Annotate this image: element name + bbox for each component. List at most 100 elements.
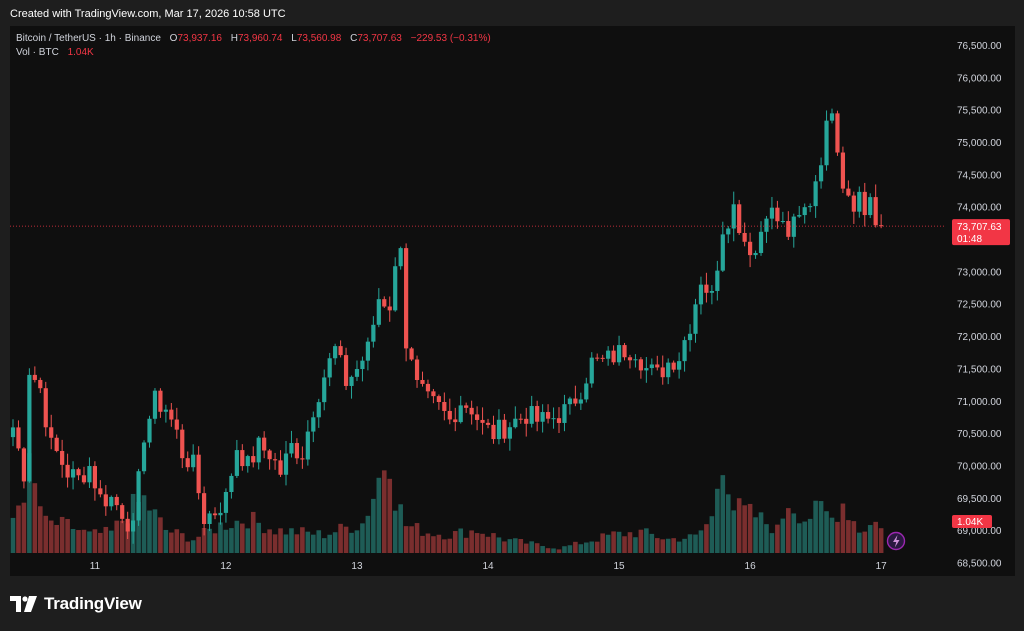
y-tick-label: 70,500.00 [957, 429, 1002, 440]
volume-bar [229, 528, 234, 553]
candle-body [573, 398, 578, 404]
candle-body [180, 429, 185, 459]
candle-body [240, 450, 245, 467]
legend-volume-label[interactable]: Vol · BTC [16, 47, 59, 58]
volume-bar [218, 522, 223, 553]
volume-bar [371, 498, 376, 553]
x-tick-label: 15 [613, 561, 625, 572]
volume-bar [38, 506, 43, 553]
candle-body [436, 396, 441, 403]
volume-bar [201, 527, 207, 553]
candle [163, 404, 168, 423]
candle [180, 424, 185, 469]
candle [338, 340, 343, 358]
candle-body [562, 404, 567, 423]
candle-body [360, 360, 365, 370]
candle [393, 257, 398, 312]
candle-body [677, 361, 682, 370]
candle [737, 199, 742, 235]
candle [464, 402, 469, 413]
candle [780, 211, 785, 224]
y-tick-label: 71,500.00 [957, 364, 1002, 375]
candle-body [87, 466, 92, 483]
candle [202, 486, 207, 536]
candle-body [223, 491, 229, 513]
volume-bar [70, 528, 76, 553]
candle-body [616, 345, 622, 363]
candle [518, 413, 523, 424]
candle-body [191, 454, 196, 468]
y-axis: 68,500.00 69,000.00 69,500.00 70,000.00 70,5… [957, 41, 1002, 570]
volume-bar [442, 539, 447, 553]
volume-bar [387, 478, 393, 553]
volume-bar [278, 528, 283, 553]
candle [731, 191, 736, 242]
candle-body [152, 390, 158, 419]
candle-body [147, 418, 152, 443]
volume-bar [452, 531, 458, 553]
volume-bar [240, 523, 245, 553]
candle-body [136, 471, 141, 521]
candle-body [316, 402, 321, 418]
candle-body [92, 466, 97, 489]
volume-bar [786, 508, 791, 553]
candle [365, 337, 370, 371]
volume-bar [76, 530, 81, 553]
candle [120, 503, 125, 524]
volume-bar [807, 518, 813, 553]
candle [70, 461, 76, 490]
volume-bar [250, 511, 256, 553]
chart-panel[interactable]: 68,500.00 69,000.00 69,500.00 70,000.00 70,5… [10, 26, 1015, 576]
candle-body [627, 357, 633, 361]
volume-bar [704, 524, 709, 553]
candle-body [409, 348, 414, 360]
candle-body [524, 418, 529, 424]
y-tick-label: 76,000.00 [957, 73, 1002, 84]
candle-body [212, 513, 218, 516]
volume-bar [709, 516, 715, 553]
volume-bar [867, 525, 873, 553]
candle-body [644, 368, 649, 371]
candle [567, 396, 573, 415]
candle-body [27, 374, 32, 482]
candle [38, 377, 43, 394]
candle [748, 232, 753, 268]
candle [502, 413, 507, 443]
candle-body [10, 427, 16, 438]
volume-bar [747, 503, 753, 553]
candle-body [333, 346, 338, 359]
candle [802, 203, 807, 224]
legend-volume-row: Vol · BTC 1.04K [16, 46, 491, 60]
volume-bar [376, 477, 382, 553]
candle-body [32, 374, 37, 380]
candle [354, 360, 360, 382]
volume-bar [873, 521, 878, 553]
volume-bar [589, 541, 595, 553]
volume-bar [693, 534, 698, 553]
volume-bar [196, 536, 201, 553]
y-tick-label: 71,000.00 [957, 397, 1002, 408]
price-tag-countdown: 01:48 [957, 234, 982, 245]
tradingview-brand[interactable]: TradingView [10, 593, 142, 615]
candle [480, 407, 485, 435]
volume-bar [665, 538, 671, 553]
volume-bar [736, 498, 742, 553]
candle-body [535, 406, 540, 422]
lightning-icon[interactable] [886, 531, 906, 551]
candle [169, 402, 174, 427]
volume-bar [392, 510, 398, 553]
candle-body [502, 419, 507, 439]
legend-symbol[interactable]: Bitcoin / TetherUS · 1h · Binance [16, 33, 161, 44]
candle-body [343, 355, 349, 386]
x-tick-label: 11 [90, 561, 101, 572]
candle [191, 444, 196, 472]
volume-bar [840, 503, 846, 553]
volume-bar [638, 529, 644, 553]
price-chart[interactable]: 68,500.00 69,000.00 69,500.00 70,000.00 70,5… [10, 26, 1015, 576]
candle-body [393, 266, 398, 311]
candle-body [420, 380, 425, 384]
candle [666, 358, 671, 385]
candle [584, 377, 589, 403]
legend-close-value: 73,707.63 [357, 33, 402, 44]
candle-body [169, 409, 174, 420]
